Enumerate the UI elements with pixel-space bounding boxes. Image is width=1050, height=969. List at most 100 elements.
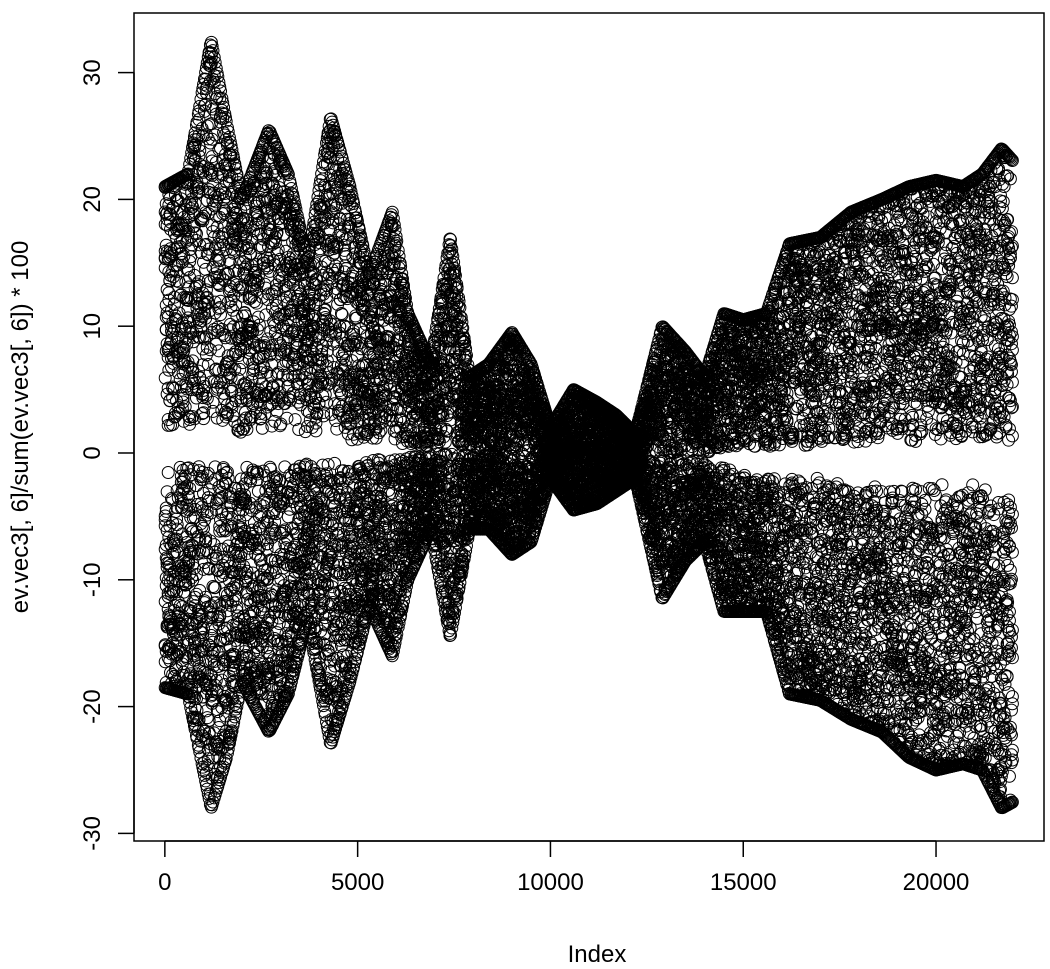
data-point <box>186 331 200 345</box>
data-point <box>167 298 181 312</box>
data-point <box>163 273 177 287</box>
data-point <box>208 363 222 377</box>
data-point <box>194 320 208 334</box>
data-point <box>186 647 200 661</box>
data-point <box>163 393 177 407</box>
data-point <box>209 61 223 75</box>
data-point <box>185 238 199 252</box>
data-point <box>191 651 205 665</box>
data-point <box>197 406 211 420</box>
data-point <box>199 97 213 111</box>
data-point <box>197 768 211 782</box>
data-point <box>193 612 207 626</box>
data-point <box>208 581 222 595</box>
data-point <box>189 587 203 601</box>
data-point <box>209 155 223 169</box>
data-point <box>206 645 220 659</box>
data-point <box>167 536 181 550</box>
data-point <box>195 407 209 421</box>
data-point <box>158 371 172 385</box>
data-point <box>170 512 184 526</box>
data-point <box>199 297 213 311</box>
data-point <box>170 545 184 559</box>
data-point <box>193 533 207 547</box>
data-point <box>200 711 214 725</box>
data-points <box>158 35 1019 815</box>
data-point <box>199 72 213 86</box>
data-point <box>182 461 196 475</box>
data-point <box>177 221 191 235</box>
data-point <box>197 755 211 769</box>
data-point <box>170 331 184 345</box>
data-point <box>209 673 223 687</box>
data-point <box>195 86 209 100</box>
data-point <box>197 690 211 704</box>
data-point <box>205 687 219 701</box>
data-point <box>197 521 211 535</box>
data-point <box>209 337 223 351</box>
data-point <box>182 164 196 178</box>
data-point <box>201 358 215 372</box>
data-point <box>190 703 204 717</box>
data-point <box>192 128 206 142</box>
data-point <box>177 210 191 224</box>
data-point <box>200 247 214 261</box>
data-point <box>173 599 187 613</box>
data-point <box>192 741 206 755</box>
data-point <box>177 343 191 357</box>
data-point <box>193 371 207 385</box>
data-point <box>201 752 215 766</box>
data-point <box>171 566 185 580</box>
data-point <box>317 409 331 423</box>
data-point <box>178 588 192 602</box>
data-point <box>196 465 210 479</box>
data-point <box>200 340 214 354</box>
data-point <box>206 552 220 566</box>
data-point <box>191 364 205 378</box>
data-point <box>197 332 211 346</box>
data-point <box>199 774 213 788</box>
data-point <box>168 409 182 423</box>
data-point <box>199 654 213 668</box>
data-point <box>185 370 199 384</box>
data-point <box>202 483 216 497</box>
data-point <box>320 395 334 409</box>
data-point <box>183 481 197 495</box>
data-point <box>209 549 223 563</box>
data-point <box>160 283 174 297</box>
data-point <box>158 655 172 669</box>
data-point <box>183 413 197 427</box>
data-point <box>196 358 210 372</box>
data-point <box>199 534 213 548</box>
data-point <box>207 658 221 672</box>
data-point <box>196 504 210 518</box>
data-point <box>207 50 221 64</box>
data-point <box>164 208 178 222</box>
data-point <box>292 423 306 437</box>
data-point <box>171 539 185 553</box>
data-point <box>188 226 202 240</box>
data-point <box>168 309 182 323</box>
data-point <box>176 619 190 633</box>
data-point <box>212 344 226 358</box>
data-point <box>193 144 207 158</box>
data-point <box>193 238 207 252</box>
data-point <box>195 182 209 196</box>
data-point <box>173 404 187 418</box>
data-point <box>178 469 192 483</box>
data-point <box>186 200 200 214</box>
data-point <box>205 202 219 216</box>
data-point <box>197 98 211 112</box>
data-point <box>164 242 178 256</box>
data-point <box>206 580 220 594</box>
data-point <box>206 395 220 409</box>
data-point <box>166 316 180 330</box>
data-point <box>208 128 222 142</box>
data-point <box>180 479 194 493</box>
data-point <box>197 621 211 635</box>
data-point <box>168 313 182 327</box>
data-point <box>161 574 175 588</box>
data-point <box>161 466 175 480</box>
data-point <box>159 571 173 585</box>
